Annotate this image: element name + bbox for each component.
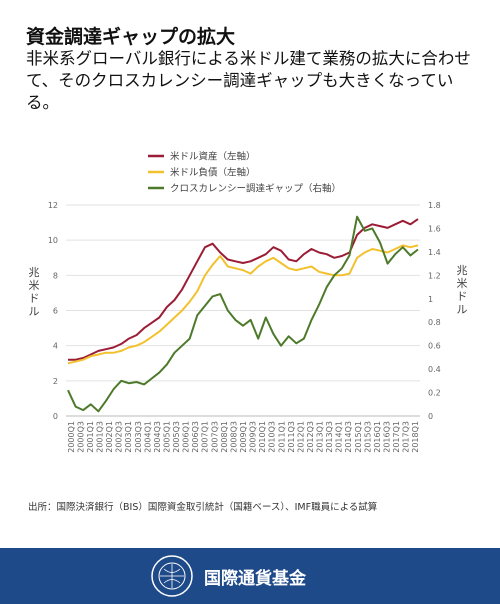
left-axis-tick-label: 4 <box>53 342 58 351</box>
x-axis-tick-label: 2004Q1 <box>143 421 152 453</box>
x-axis-tick-label: 2018Q1 <box>411 421 420 453</box>
right-axis-tick-label: 1.6 <box>428 224 441 233</box>
x-axis-tick-label: 2016Q1 <box>373 421 382 453</box>
x-axis-tick-label: 2011Q3 <box>287 421 296 453</box>
right-axis-tick-label: 0 <box>428 412 433 421</box>
x-axis-tick-label: 2003Q3 <box>134 421 143 453</box>
x-axis-tick-label: 2002Q3 <box>115 421 124 453</box>
footer-org-name: 国際通貨基金 <box>204 569 306 589</box>
x-axis-tick-label: 2014Q3 <box>344 421 353 453</box>
left-axis-tick-label: 2 <box>53 377 58 386</box>
x-axis-tick-label: 2007Q3 <box>210 421 219 453</box>
source-note: 出所：国際決済銀行（BIS）国際資金取引統計（国籍ベース）、IMF職員による試算 <box>28 502 378 513</box>
x-axis-tick-label: 2006Q3 <box>191 421 200 453</box>
x-axis-tick-label: 2016Q3 <box>383 421 392 453</box>
left-axis-label: ル <box>29 305 40 318</box>
page-title: 資金調達ギャップの拡大 <box>26 26 236 48</box>
left-axis-tick-label: 10 <box>48 236 58 245</box>
x-axis-tick-label: 2017Q1 <box>392 421 401 453</box>
x-axis-tick-label: 2008Q1 <box>220 421 229 453</box>
x-axis-tick-label: 2008Q3 <box>229 421 238 453</box>
left-axis-label: ド <box>29 292 40 305</box>
right-axis-label: 兆 <box>457 264 468 277</box>
x-axis-tick-label: 2015Q1 <box>354 421 363 453</box>
x-axis-tick-label: 2005Q1 <box>162 421 171 453</box>
series-line-3 <box>67 215 419 413</box>
x-axis-tick-label: 2004Q3 <box>153 421 162 453</box>
x-axis-tick-label: 2001Q3 <box>95 421 104 453</box>
x-axis-tick-label: 2015Q3 <box>363 421 372 453</box>
x-axis-tick-label: 2013Q1 <box>316 421 325 453</box>
x-axis-tick-label: 2010Q1 <box>258 421 267 453</box>
right-axis-tick-label: 1.4 <box>428 248 441 257</box>
series-line-2 <box>67 244 419 365</box>
x-axis-tick-label: 2017Q3 <box>402 421 411 453</box>
x-axis-tick-label: 2000Q1 <box>67 421 76 453</box>
right-axis-tick-label: 0.6 <box>428 342 441 351</box>
left-axis-tick-label: 12 <box>48 201 58 210</box>
x-axis-tick-label: 2001Q1 <box>86 421 95 453</box>
x-axis-tick-label: 2002Q1 <box>105 421 114 453</box>
x-axis-tick-label: 2010Q3 <box>268 421 277 453</box>
x-axis-tick-label: 2009Q3 <box>249 421 258 453</box>
x-axis-tick-label: 2012Q3 <box>306 421 315 453</box>
x-axis-tick-label: 2014Q1 <box>335 421 344 453</box>
x-axis-tick-label: 2003Q1 <box>124 421 133 453</box>
right-axis-label: ル <box>457 303 468 316</box>
page-subtitle: 非米系グローバル銀行による米ドル建て業務の拡大に合わせて、そのクロスカレンシー調… <box>26 49 471 112</box>
right-axis-label: ド <box>457 290 468 303</box>
x-axis-tick-label: 2007Q1 <box>201 421 210 453</box>
right-axis-label: 米 <box>457 277 468 290</box>
left-axis-label: 米 <box>29 279 40 292</box>
legend-label-3: クロスカレンシー調達ギャップ（右軸） <box>170 183 341 195</box>
footer-bar: 国際通貨基金 <box>0 548 500 604</box>
right-axis-tick-label: 0.8 <box>428 318 441 327</box>
legend-label-1: 米ドル資産（左軸） <box>170 151 256 163</box>
x-axis-tick-label: 2000Q3 <box>76 421 85 453</box>
left-axis-tick-label: 6 <box>53 307 58 316</box>
x-axis-tick-label: 2012Q1 <box>296 421 305 453</box>
right-axis-tick-label: 1.2 <box>428 271 441 280</box>
x-axis-tick-label: 2009Q1 <box>239 421 248 453</box>
right-axis-tick-label: 0.4 <box>428 365 441 374</box>
right-axis-tick-label: 1 <box>428 295 433 304</box>
right-axis-tick-label: 1.8 <box>428 201 441 210</box>
x-axis-tick-label: 2013Q3 <box>325 421 334 453</box>
left-axis-label: 兆 <box>29 266 40 279</box>
right-axis-tick-label: 0.2 <box>428 389 441 398</box>
left-axis-tick-label: 8 <box>53 271 58 280</box>
x-axis-tick-label: 2011Q1 <box>277 421 286 453</box>
imf-seal-icon <box>151 555 193 597</box>
line-chart: 0 2 4 6 8 10 12 0 0.2 0.4 0.6 0.8 1 1.2 1.4 1.6 1.8 2000Q… <box>29 151 468 453</box>
legend-label-2: 米ドル負債（左軸） <box>170 167 256 179</box>
x-axis-tick-label: 2005Q3 <box>172 421 181 453</box>
series-line-1 <box>68 218 419 361</box>
x-axis-tick-label: 2006Q1 <box>182 421 191 453</box>
left-axis-tick-label: 0 <box>53 412 58 421</box>
